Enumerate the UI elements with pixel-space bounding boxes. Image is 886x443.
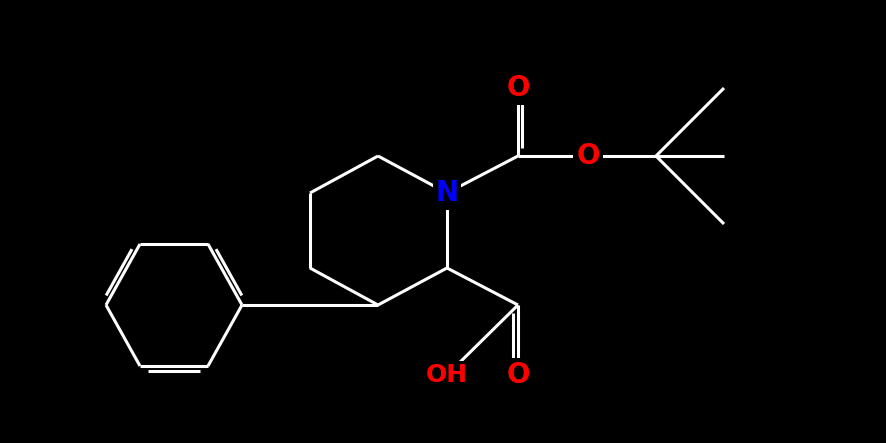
Text: O: O (506, 361, 530, 389)
Text: O: O (506, 74, 530, 102)
Text: O: O (576, 142, 600, 170)
Text: N: N (435, 179, 459, 207)
Text: OH: OH (426, 363, 468, 387)
